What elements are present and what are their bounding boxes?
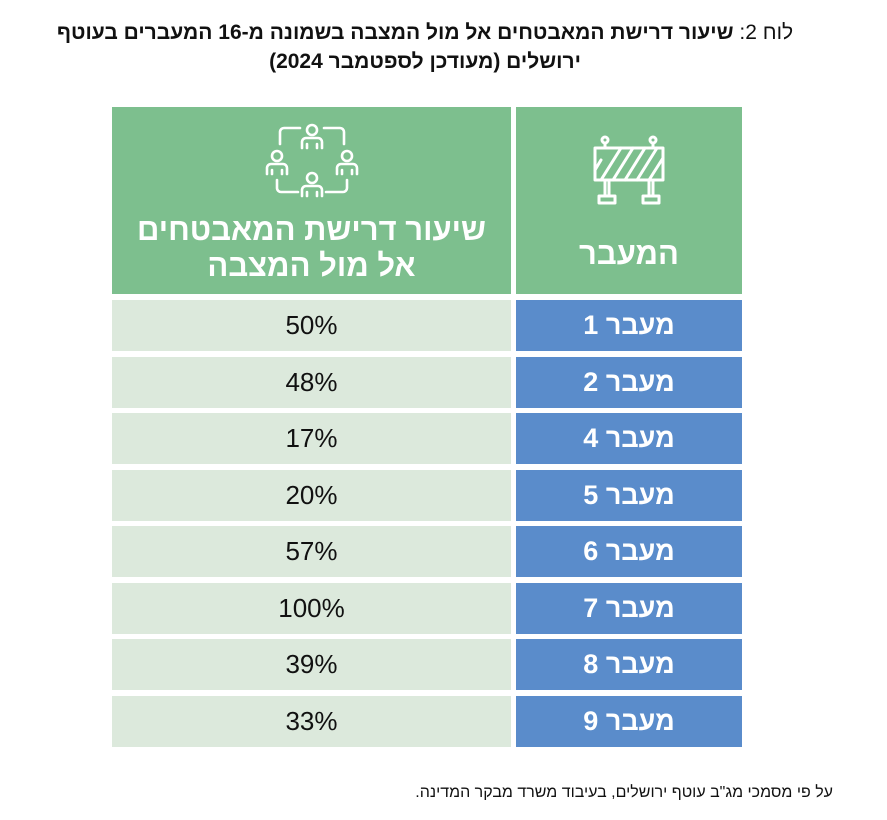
ratio-cell: 33% xyxy=(112,695,511,747)
ratio-cell: 57% xyxy=(112,526,511,577)
ratio-cell: 39% xyxy=(112,639,511,690)
crossing-cell: מעבר 8 xyxy=(516,639,742,690)
crossing-cell: מעבר 1 xyxy=(516,300,742,351)
table-header-row: המעבר xyxy=(112,107,742,294)
table-row: מעבר 5 20% xyxy=(112,469,742,521)
table-row: מעבר 4 17% xyxy=(112,413,742,464)
people-network-icon xyxy=(265,123,358,197)
table-row: מעבר 6 57% xyxy=(112,526,742,577)
ratio-cell: 50% xyxy=(112,300,511,351)
ratio-cell: 17% xyxy=(112,413,511,464)
source-note: על פי מסמכי מג"ב עוטף ירושלים, בעיבוד מש… xyxy=(415,784,833,801)
crossing-cell: מעבר 4 xyxy=(516,413,742,464)
header-crossing: המעבר xyxy=(516,107,742,294)
barrier-icon xyxy=(593,135,665,204)
crossing-cell: מעבר 5 xyxy=(516,469,742,521)
crossing-cell: מעבר 6 xyxy=(516,526,742,577)
table-row: מעבר 2 48% xyxy=(112,356,742,408)
table-row: מעבר 9 33% xyxy=(112,695,742,747)
table-number-label: לוח 2: xyxy=(733,21,794,44)
table-row: מעבר 1 50% xyxy=(112,300,742,351)
ratio-cell: 20% xyxy=(112,469,511,521)
table-title: לוח 2: שיעור דרישת המאבטחים אל מול המצבה… xyxy=(30,18,820,76)
header-crossing-label: המעבר xyxy=(578,235,680,271)
crossing-cell: מעבר 9 xyxy=(516,695,742,747)
crossing-cell: מעבר 7 xyxy=(516,582,742,634)
ratio-cell: 100% xyxy=(112,582,511,634)
table-row: מעבר 8 39% xyxy=(112,639,742,690)
ratio-cell: 48% xyxy=(112,356,511,408)
crossing-cell: מעבר 2 xyxy=(516,356,742,408)
header-guard-ratio-label: שיעור דרישת המאבטחים אל מול המצבה xyxy=(137,211,486,283)
table-title-text: שיעור דרישת המאבטחים אל מול המצבה בשמונה… xyxy=(56,21,734,73)
guards-ratio-table: המעבר xyxy=(112,107,742,752)
table-row: מעבר 7 100% xyxy=(112,582,742,634)
header-guard-ratio: שיעור דרישת המאבטחים אל מול המצבה xyxy=(112,107,511,294)
